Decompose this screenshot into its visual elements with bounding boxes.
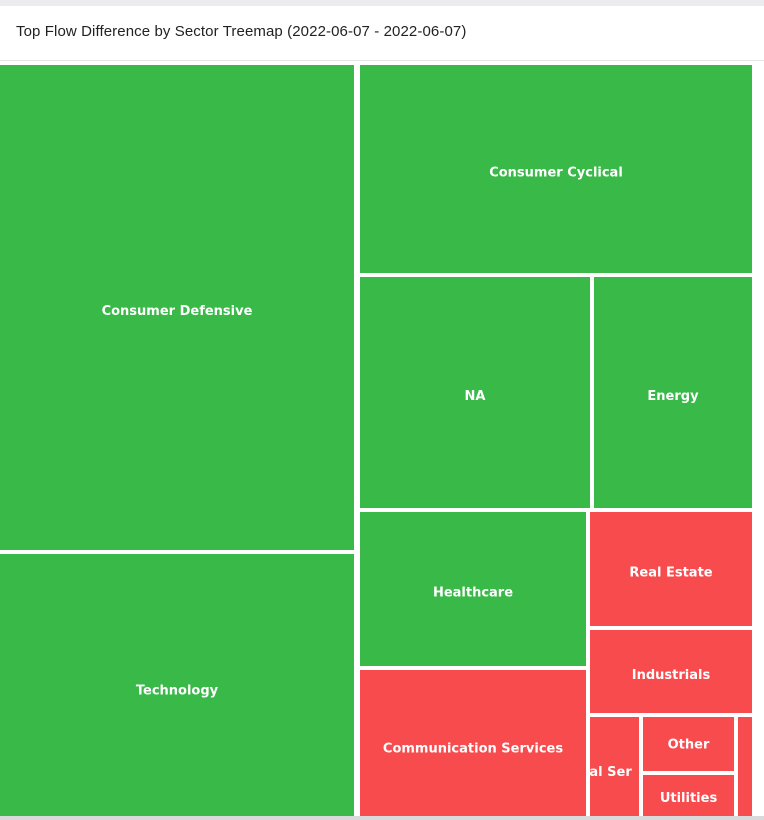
treemap-tile-rect-consumer-cyclical[interactable]	[360, 65, 752, 273]
treemap-tile-rect-industrials[interactable]	[590, 630, 752, 713]
treemap-tile-communication-services[interactable]: Communication Services	[360, 670, 586, 816]
treemap-tile-healthcare[interactable]: Healthcare	[360, 512, 586, 666]
treemap-tile-other[interactable]: Other	[643, 717, 734, 771]
treemap-label-consumer-defensive: Consumer Defensive	[102, 304, 253, 319]
treemap-tile-rect-communication-services[interactable]	[360, 670, 586, 816]
treemap-tile-utilities[interactable]: Utilities	[643, 775, 734, 816]
treemap-chart: Consumer Defensive Technology Consumer Cyc…	[0, 65, 752, 816]
treemap-tile-real-estate[interactable]: Real Estate	[590, 512, 752, 626]
treemap-tile-financial-services[interactable]: cial Ser	[577, 717, 639, 816]
treemap-chart-area: Consumer Defensive Technology Consumer Cyc…	[0, 63, 764, 816]
treemap-tile-na[interactable]: NA	[360, 277, 590, 508]
treemap-label-technology: Technology	[136, 684, 219, 699]
treemap-tile-energy[interactable]: Energy	[594, 277, 752, 508]
treemap-label-na: NA	[465, 389, 486, 404]
treemap-tile-basic-materials[interactable]	[738, 717, 752, 816]
treemap-tile-industrials[interactable]: Industrials	[590, 630, 752, 713]
treemap-tile-rect-energy[interactable]	[594, 277, 752, 508]
treemap-tile-rect-basic-materials[interactable]	[738, 717, 752, 816]
treemap-label-communication-services: Communication Services	[383, 742, 563, 757]
treemap-label-consumer-cyclical: Consumer Cyclical	[489, 166, 623, 181]
treemap-tile-rect-na[interactable]	[360, 277, 590, 508]
treemap-label-other: Other	[668, 738, 710, 753]
treemap-label-utilities: Utilities	[660, 791, 718, 806]
treemap-tile-rect-healthcare[interactable]	[360, 512, 586, 666]
treemap-tile-rect-other[interactable]	[643, 717, 734, 771]
treemap-tile-consumer-defensive[interactable]: Consumer Defensive	[0, 65, 354, 550]
treemap-label-industrials: Industrials	[632, 668, 711, 683]
bottom-scrollbar-strip	[0, 816, 764, 820]
treemap-tile-technology[interactable]: Technology	[0, 554, 354, 816]
treemap-label-healthcare: Healthcare	[433, 586, 513, 601]
treemap-tile-rect-utilities[interactable]	[643, 775, 734, 816]
treemap-tile-rect-consumer-defensive[interactable]	[0, 65, 354, 550]
treemap-tile-consumer-cyclical[interactable]: Consumer Cyclical	[360, 65, 752, 273]
treemap-label-real-estate: Real Estate	[629, 566, 712, 581]
card-header: Top Flow Difference by Sector Treemap (2…	[0, 6, 764, 61]
treemap-label-financial-services: cial Ser	[577, 765, 632, 780]
treemap-tile-rect-financial-services[interactable]	[590, 717, 639, 816]
treemap-card: Top Flow Difference by Sector Treemap (2…	[0, 6, 764, 816]
treemap-label-energy: Energy	[647, 389, 699, 404]
chart-title: Top Flow Difference by Sector Treemap (2…	[16, 23, 467, 40]
treemap-tile-rect-real-estate[interactable]	[590, 512, 752, 626]
treemap-tile-rect-technology[interactable]	[0, 554, 354, 816]
